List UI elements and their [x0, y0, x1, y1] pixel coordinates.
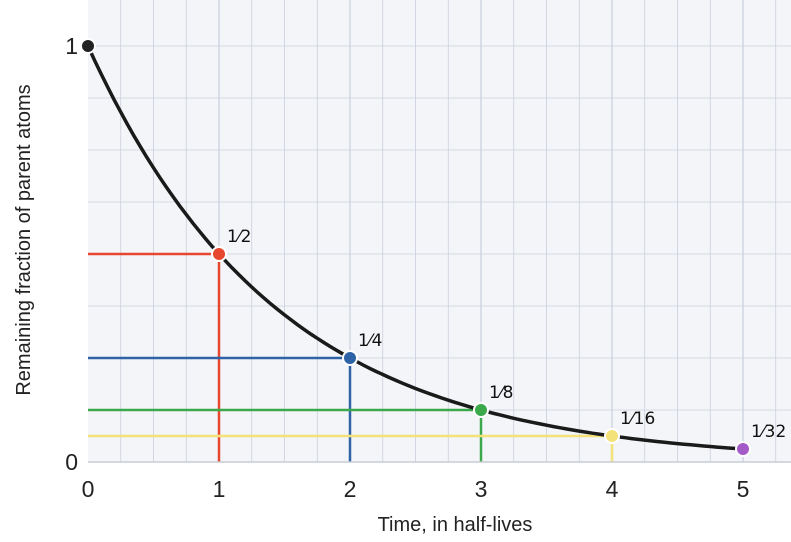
data-point	[735, 441, 751, 457]
data-points: 1⁄2 1⁄4 1⁄8 1⁄16 1⁄32	[80, 38, 786, 457]
x-axis-title: Time, in half-lives	[378, 514, 533, 536]
y-tick-labels: 01	[65, 33, 78, 475]
x-tick-label: 2	[344, 476, 357, 502]
y-tick-label: 1	[65, 33, 78, 59]
data-point	[342, 350, 358, 366]
x-tick-label: 1	[213, 476, 226, 502]
guide-lines	[88, 252, 614, 462]
x-tick-label: 0	[82, 476, 95, 502]
y-tick-label: 0	[65, 449, 78, 475]
fraction-label: 1⁄8	[489, 383, 513, 403]
fraction-label: 1⁄2	[227, 227, 251, 247]
x-tick-label: 3	[475, 476, 488, 502]
data-point	[604, 428, 620, 444]
decay-curve	[86, 44, 745, 451]
fraction-label: 1⁄16	[620, 409, 655, 429]
data-point	[80, 38, 96, 54]
plot-background	[88, 0, 791, 462]
x-tick-label: 5	[737, 476, 750, 502]
fraction-label: 1⁄32	[751, 422, 786, 442]
data-point	[473, 402, 489, 418]
x-tick-label: 4	[606, 476, 619, 502]
x-tick-labels: 0 1 2 3 4 5	[82, 476, 750, 502]
grid	[88, 0, 791, 462]
data-point	[211, 246, 227, 262]
y-axis-title: Remaining fraction of parent atoms	[13, 84, 35, 395]
fraction-label: 1⁄4	[358, 331, 382, 351]
